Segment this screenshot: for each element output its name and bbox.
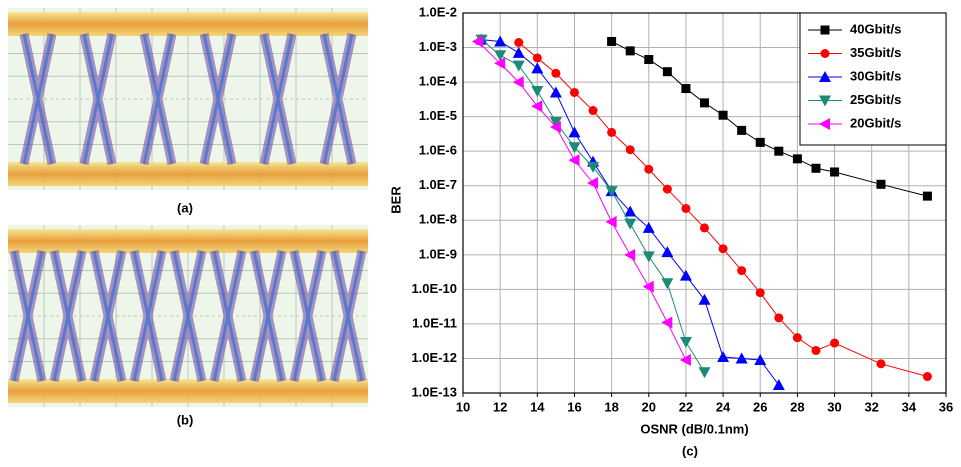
x-tick-label: 28 — [790, 399, 804, 414]
marker — [589, 106, 598, 115]
y-tick-label: 1.0E-2 — [419, 4, 457, 19]
marker — [821, 49, 830, 58]
y-tick-label: 1.0E-11 — [412, 315, 457, 330]
legend-label: 40Gbit/s — [850, 21, 901, 36]
marker — [700, 98, 709, 107]
marker — [663, 185, 672, 194]
marker — [644, 165, 653, 174]
ber-chart: 1.0E-13 1.0E-12 1.0E-11 1.0E-10 1.0E-9 1.0E-8… — [388, 4, 953, 436]
panel-label: (a) — [177, 200, 193, 215]
marker — [876, 359, 885, 368]
x-tick-label: 36 — [939, 399, 953, 414]
y-tick-label: 1.0E-7 — [419, 177, 457, 192]
marker — [681, 204, 690, 213]
marker — [793, 154, 802, 163]
marker — [756, 138, 765, 147]
legend-label: 25Gbit/s — [850, 92, 901, 107]
y-tick-label: 1.0E-3 — [419, 39, 457, 54]
x-tick-label: 12 — [493, 399, 507, 414]
x-tick-label: 34 — [902, 399, 917, 414]
x-tick-label: 24 — [716, 399, 731, 414]
figure: (a) (b) 1.0E-131.0E-121.0E-111.0E-101.0E… — [0, 0, 961, 467]
x-tick-label: 14 — [530, 399, 545, 414]
panel-label: (b) — [177, 412, 194, 427]
marker — [700, 223, 709, 232]
marker — [644, 55, 653, 64]
marker — [793, 333, 802, 342]
marker — [607, 128, 616, 137]
marker — [626, 46, 635, 55]
marker — [719, 244, 728, 253]
y-tick-label: 1.0E-9 — [419, 246, 457, 261]
marker — [551, 69, 560, 78]
legend-label: 35Gbit/s — [850, 45, 901, 60]
eye-band — [8, 379, 368, 403]
marker — [756, 288, 765, 297]
marker — [737, 266, 746, 275]
marker — [923, 372, 932, 381]
y-tick-label: 1.0E-5 — [419, 108, 457, 123]
marker — [681, 84, 690, 93]
marker — [719, 111, 728, 120]
marker — [626, 145, 635, 154]
marker — [811, 346, 820, 355]
marker — [570, 88, 579, 97]
marker — [774, 147, 783, 156]
x-tick-label: 26 — [753, 399, 767, 414]
marker — [607, 37, 616, 46]
marker — [876, 180, 885, 189]
y-tick-label: 1.0E-4 — [419, 74, 458, 89]
panel-label: (c) — [682, 443, 698, 458]
marker — [737, 126, 746, 135]
y-axis-label: BER — [388, 186, 403, 214]
marker — [923, 192, 932, 201]
x-tick-label: 32 — [864, 399, 878, 414]
y-tick-label: 1.0E-10 — [411, 281, 457, 296]
eye-band — [8, 162, 368, 186]
x-tick-label: 18 — [604, 399, 618, 414]
legend-label: 20Gbit/s — [850, 115, 901, 130]
x-tick-label: 30 — [827, 399, 841, 414]
eye-band — [8, 229, 368, 253]
marker — [811, 164, 820, 173]
y-tick-label: 1.0E-8 — [419, 212, 457, 227]
eye-band — [8, 12, 368, 36]
marker — [663, 67, 672, 76]
y-tick-label: 1.0E-6 — [419, 143, 457, 158]
marker — [830, 167, 839, 176]
x-tick-label: 20 — [642, 399, 656, 414]
y-tick-label: 1.0E-13 — [411, 384, 457, 399]
x-tick-label: 10 — [456, 399, 470, 414]
marker — [830, 339, 839, 348]
marker — [774, 313, 783, 322]
marker — [514, 38, 523, 47]
x-axis-label: OSNR (dB/0.1nm) — [640, 421, 748, 436]
marker — [821, 26, 830, 35]
marker — [533, 53, 542, 62]
y-tick-label: 1.0E-12 — [411, 350, 457, 365]
x-tick-label: 16 — [567, 399, 581, 414]
legend-label: 30Gbit/s — [850, 68, 901, 83]
x-tick-label: 22 — [679, 399, 693, 414]
